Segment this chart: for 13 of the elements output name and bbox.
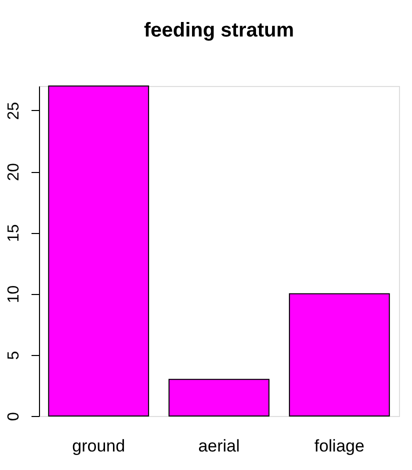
y-tick-label: 25 xyxy=(6,102,22,120)
y-tick-label: 0 xyxy=(6,412,22,421)
bar xyxy=(168,378,270,416)
y-tick-label: 20 xyxy=(6,163,22,181)
bar xyxy=(48,86,150,416)
x-tick-label: foliage xyxy=(314,436,364,456)
x-tick-label: aerial xyxy=(198,436,240,456)
chart-title: feeding stratum xyxy=(144,20,294,42)
y-tick-label: 5 xyxy=(6,350,22,360)
y-tick-label: 10 xyxy=(6,285,22,304)
y-tick-label: 15 xyxy=(6,224,22,242)
bar xyxy=(288,293,390,416)
x-tick-label: ground xyxy=(72,436,126,456)
